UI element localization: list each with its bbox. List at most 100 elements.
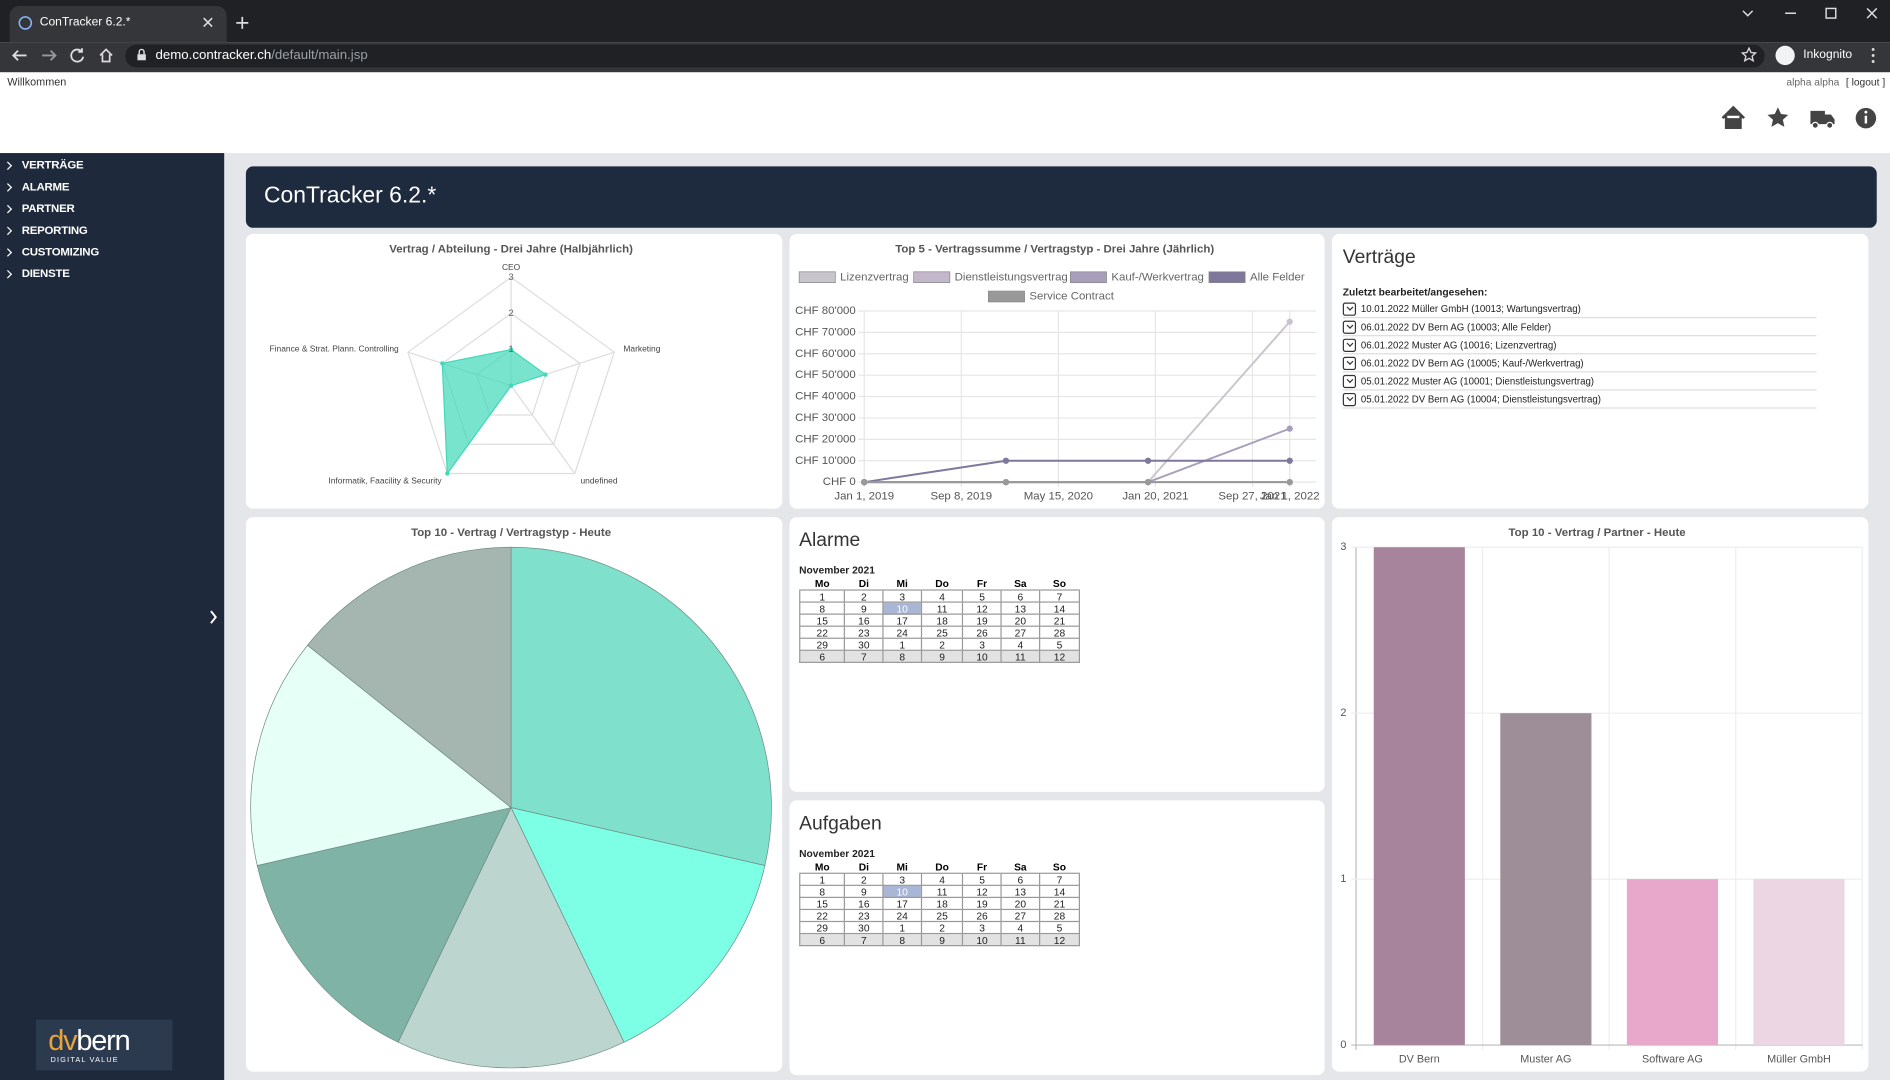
menu-item[interactable]: REPORTING — [0, 219, 99, 241]
day-cell[interactable]: 19 — [962, 896, 1002, 911]
day-cell[interactable]: 4 — [1000, 637, 1041, 651]
day-cell[interactable]: 28 — [1038, 625, 1081, 639]
contract-item[interactable]: 06.01.2022 Muster AG (10016; Lizenzvertr… — [1342, 336, 1817, 355]
day-cell[interactable]: 20 — [1000, 896, 1041, 911]
day-cell[interactable]: 21 — [1038, 896, 1081, 911]
day-cell[interactable]: 8 — [882, 649, 922, 663]
day-cell[interactable]: 13 — [1000, 601, 1041, 615]
day-cell[interactable]: 14 — [1038, 601, 1081, 615]
day-cell[interactable]: 7 — [1038, 589, 1081, 603]
day-cell[interactable]: 25 — [920, 625, 964, 639]
url[interactable]: demo.contracker.ch/default/main.jsp — [155, 48, 367, 62]
day-cell[interactable]: 10 — [882, 601, 922, 615]
day-cell[interactable]: 24 — [882, 908, 922, 923]
menu-item[interactable]: DIENSTE — [0, 263, 99, 285]
day-cell[interactable]: 12 — [962, 884, 1002, 898]
day-cell[interactable]: 21 — [1038, 613, 1081, 627]
day-cell[interactable]: 3 — [962, 920, 1002, 935]
close-window[interactable] — [1866, 7, 1878, 19]
menu-item[interactable]: CUSTOMIZING — [0, 241, 99, 263]
profile-name[interactable]: Inkognito — [1803, 48, 1853, 62]
contract-item[interactable]: 10.01.2022 Müller GmbH (10013; Wartungsv… — [1342, 300, 1817, 319]
day-cell[interactable]: 10 — [962, 649, 1002, 663]
day-cell[interactable]: 8 — [799, 884, 846, 898]
day-cell[interactable]: 29 — [799, 637, 846, 651]
day-cell[interactable]: 2 — [844, 589, 884, 603]
day-cell[interactable]: 3 — [882, 872, 922, 886]
day-cell[interactable]: 25 — [920, 908, 964, 923]
day-cell[interactable]: 29 — [799, 920, 846, 935]
day-cell[interactable]: 7 — [844, 649, 884, 663]
day-cell[interactable]: 12 — [962, 601, 1002, 615]
contract-item[interactable]: 06.01.2022 DV Bern AG (10003; Alle Felde… — [1342, 318, 1817, 337]
day-cell[interactable]: 2 — [920, 920, 964, 935]
day-cell[interactable]: 20 — [1000, 613, 1041, 627]
day-cell[interactable]: 3 — [962, 637, 1002, 651]
day-cell[interactable]: 3 — [882, 589, 922, 603]
day-cell[interactable]: 1 — [882, 920, 922, 935]
sidebar-toggle[interactable] — [207, 609, 219, 626]
day-cell[interactable]: 22 — [799, 625, 846, 639]
day-cell[interactable]: 7 — [844, 932, 884, 947]
day-cell[interactable]: 9 — [844, 884, 884, 898]
day-cell[interactable]: 1 — [799, 872, 846, 886]
day-cell[interactable]: 26 — [962, 908, 1002, 923]
day-cell[interactable]: 6 — [799, 932, 846, 947]
reload[interactable] — [70, 48, 85, 63]
forward[interactable] — [42, 49, 57, 61]
address-bar[interactable] — [125, 44, 1765, 68]
day-cell[interactable]: 18 — [920, 613, 964, 627]
day-cell[interactable]: 5 — [962, 872, 1002, 886]
favorites-icon[interactable] — [1767, 107, 1789, 127]
day-cell[interactable]: 5 — [1038, 920, 1081, 935]
day-cell[interactable]: 6 — [1000, 589, 1041, 603]
truck-icon[interactable] — [1810, 110, 1835, 125]
day-cell[interactable]: 13 — [1000, 884, 1041, 898]
menu-item[interactable]: VERTRÄGE — [0, 154, 99, 176]
contract-item[interactable]: 05.01.2022 Muster AG (10001; Dienstleist… — [1342, 372, 1817, 391]
day-cell[interactable]: 6 — [799, 649, 846, 663]
day-cell[interactable]: 2 — [844, 872, 884, 886]
home-icon[interactable] — [1721, 105, 1746, 129]
day-cell[interactable]: 1 — [882, 637, 922, 651]
menu-item[interactable]: PARTNER — [0, 198, 99, 220]
day-cell[interactable]: 10 — [962, 932, 1002, 947]
logout-link[interactable]: [ logout ] — [1845, 75, 1886, 88]
day-cell[interactable]: 9 — [920, 649, 964, 663]
day-cell[interactable]: 9 — [920, 932, 964, 947]
maximize[interactable] — [1825, 7, 1837, 19]
day-cell[interactable]: 2 — [920, 637, 964, 651]
day-cell[interactable]: 7 — [1038, 872, 1081, 886]
day-cell[interactable]: 8 — [882, 932, 922, 947]
day-cell[interactable]: 19 — [962, 613, 1002, 627]
tab-title[interactable]: ConTracker 6.2.* — [39, 15, 131, 29]
day-cell[interactable]: 5 — [1038, 637, 1081, 651]
day-cell[interactable]: 18 — [920, 896, 964, 911]
day-cell[interactable]: 5 — [962, 589, 1002, 603]
contract-item[interactable]: 05.01.2022 DV Bern AG (10004; Dienstleis… — [1342, 391, 1817, 409]
day-cell[interactable]: 4 — [1000, 920, 1041, 935]
menu-dot[interactable] — [1871, 60, 1875, 63]
day-cell[interactable]: 8 — [799, 601, 846, 615]
contract-item[interactable]: 06.01.2022 DV Bern AG (10005; Kauf-/Werk… — [1342, 354, 1817, 373]
day-cell[interactable]: 30 — [844, 637, 884, 651]
tab-search[interactable] — [1742, 10, 1754, 17]
bookmark[interactable] — [1740, 46, 1758, 63]
day-cell[interactable]: 11 — [1000, 932, 1041, 947]
day-cell[interactable]: 16 — [844, 896, 884, 911]
day-cell[interactable]: 23 — [844, 908, 884, 923]
day-cell[interactable]: 9 — [844, 601, 884, 615]
day-cell[interactable]: 27 — [1000, 625, 1041, 639]
menu-dot[interactable] — [1871, 47, 1875, 51]
new-tab[interactable] — [236, 16, 249, 29]
day-cell[interactable]: 26 — [962, 625, 1002, 639]
browser-tab[interactable] — [9, 6, 227, 43]
day-cell[interactable]: 4 — [920, 589, 964, 603]
incognito-avatar[interactable] — [1775, 45, 1795, 66]
day-cell[interactable]: 1 — [799, 589, 846, 603]
day-cell[interactable]: 6 — [1000, 872, 1041, 886]
day-cell[interactable]: 14 — [1038, 884, 1081, 898]
day-cell[interactable]: 12 — [1038, 932, 1081, 947]
day-cell[interactable]: 17 — [882, 613, 922, 627]
day-cell[interactable]: 15 — [799, 896, 846, 911]
